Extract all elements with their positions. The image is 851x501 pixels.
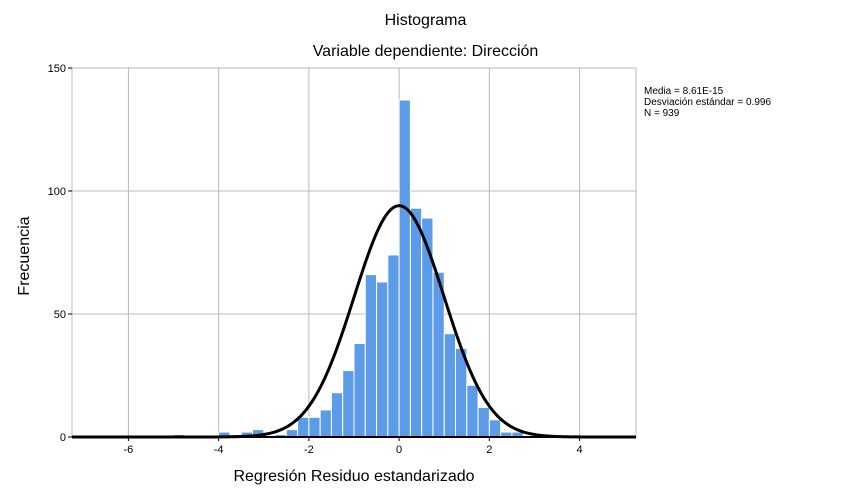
x-tick-label: 0 [396,444,402,456]
chart-title: Histograma [384,12,467,29]
histogram-bar [285,429,299,438]
stats-sd: Desviación estándar = 0.996 [644,97,772,108]
histogram-bar [364,274,378,438]
y-tick-label: 50 [54,309,66,321]
y-tick-label: 0 [60,432,66,444]
histogram-bar [443,333,457,438]
x-tick-label: -6 [124,444,134,456]
stats-n: N = 939 [644,108,680,119]
histogram-bar [409,207,423,438]
histogram-bar [319,409,332,438]
histogram-bar [387,254,400,438]
histogram-bar [297,416,310,438]
x-tick-label: -2 [304,444,314,456]
y-axis-label: Frecuencia [16,216,33,296]
histogram-bar [398,99,411,438]
histogram-bar [342,370,355,438]
histogram-bar [330,392,344,438]
histogram-bar [466,384,479,438]
x-tick-label: -4 [214,444,224,456]
histogram-bar [488,419,502,438]
histogram-bar [353,343,366,438]
stats-mean: Media = 8.61E-15 [644,86,724,97]
x-tick-label: 2 [486,444,492,456]
histogram-bar [376,281,389,438]
x-tick-label: 4 [577,444,583,456]
y-tick-label: 150 [48,63,66,75]
histogram-bar [308,416,321,438]
histogram-bar [477,406,490,438]
y-tick-label: 100 [48,186,66,198]
stats-annotation: Media = 8.61E-15 Desviación estándar = 0… [644,86,771,119]
x-axis-label: Regresión Residuo estandarizado [233,468,475,485]
chart-subtitle: Variable dependiente: Dirección [312,43,539,60]
